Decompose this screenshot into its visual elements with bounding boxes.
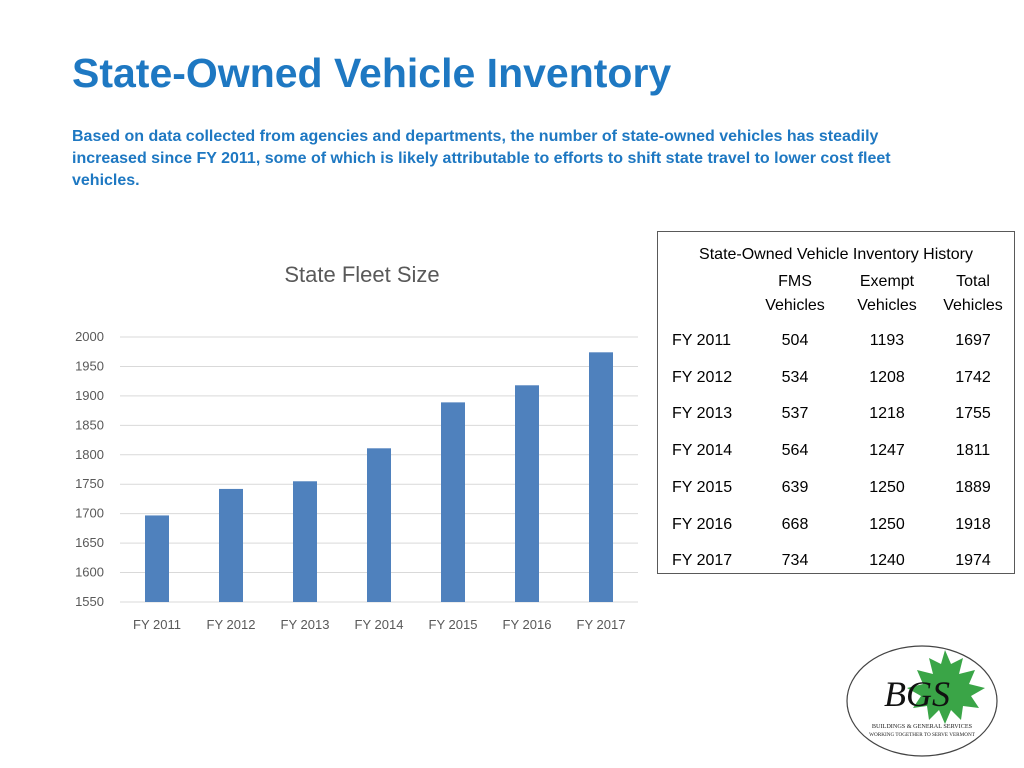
y-tick-label: 1950: [75, 358, 104, 373]
chart-title: State Fleet Size: [284, 262, 440, 287]
table-cell-exempt: 1208: [869, 368, 905, 386]
x-tick-label: FY 2017: [577, 617, 626, 632]
table-cell-exempt: 1247: [869, 442, 905, 460]
logo-line2: WORKING TOGETHER TO SERVE VERMONT: [869, 732, 976, 738]
x-tick-label: FY 2016: [503, 617, 552, 632]
x-tick-label: FY 2011: [133, 617, 181, 632]
y-tick-label: 1800: [75, 447, 104, 462]
header-fms-line2: Vehicles: [765, 297, 825, 314]
table-cell-year: FY 2016: [672, 515, 733, 533]
x-tick-label: FY 2014: [355, 617, 404, 632]
table-cell-total: 1889: [955, 478, 991, 496]
table-cell-exempt: 1193: [869, 332, 905, 349]
bar-fy-2013: [293, 481, 317, 602]
table-cell-exempt: 1240: [869, 552, 905, 570]
bar-fy-2012: [219, 488, 243, 602]
y-tick-label: 2000: [75, 329, 104, 344]
bar-fy-2011: [145, 515, 169, 602]
table-cell-fms: 668: [781, 515, 809, 533]
y-tick-label: 1900: [75, 388, 104, 403]
y-tick-label: 1750: [75, 476, 104, 491]
page-description: Based on data collected from agencies an…: [72, 128, 891, 189]
table-cell-total: 1697: [955, 332, 991, 349]
header-exempt-line1: Exempt: [859, 273, 915, 290]
table-cell-year: FY 2017: [672, 552, 733, 570]
header-total-line2: Vehicles: [943, 297, 1003, 314]
table-caption: State-Owned Vehicle Inventory History: [699, 246, 973, 263]
header-fms-line1: FMS: [778, 273, 812, 290]
state-fleet-size-chart: 2000 1950 1900 1850 1800 1750 1700 1650 1600 1550…: [75, 329, 638, 632]
table-cell-total: 1918: [955, 515, 991, 533]
table-cell-year: FY 2012: [672, 368, 733, 386]
table-cell-year: FY 2015: [672, 478, 733, 496]
table-cell-total: 1974: [955, 552, 991, 570]
bar-fy-2017: [589, 352, 613, 602]
bgs-logo: BGS BUILDINGS & GENERAL SERVICES WORKING…: [846, 645, 998, 757]
table-cell-exempt: 1250: [869, 515, 905, 533]
table-cell-year: FY 2013: [672, 405, 733, 423]
table-cell-exempt: 1218: [869, 405, 905, 423]
bar-fy-2015: [441, 402, 465, 602]
table-cell-fms: 534: [781, 368, 809, 386]
page-title: State-Owned Vehicle Inventory: [72, 50, 672, 96]
table-cell-total: 1742: [955, 368, 991, 386]
vehicle-inventory-table: State-Owned Vehicle Inventory History FM…: [657, 231, 1015, 574]
bar-fy-2016: [515, 385, 539, 602]
table-cell-fms: 564: [781, 442, 809, 460]
table-cell-fms: 734: [781, 552, 809, 570]
y-tick-label: 1600: [75, 565, 104, 580]
table-cell-total: 1811: [955, 442, 991, 460]
y-tick-label: 1700: [75, 506, 104, 521]
logo-letters: BGS: [884, 674, 950, 714]
x-tick-label: FY 2012: [207, 617, 256, 632]
header-total-line1: Total: [956, 273, 990, 290]
x-tick-label: FY 2015: [429, 617, 478, 632]
table-cell-fms: 504: [781, 332, 809, 349]
y-tick-label: 1550: [75, 594, 104, 609]
header-exempt: Exempt Vehicles: [842, 270, 932, 318]
table-cell-fms: 639: [781, 478, 809, 496]
y-tick-label: 1650: [75, 535, 104, 550]
table-cell-exempt: 1250: [869, 478, 905, 496]
header-exempt-line2: Vehicles: [857, 297, 917, 314]
table-cell-total: 1755: [955, 405, 991, 423]
header-total: Total Vehicles: [928, 270, 1018, 318]
table-cell-year: FY 2011: [672, 332, 732, 349]
table-cell-year: FY 2014: [672, 442, 733, 460]
y-tick-label: 1850: [75, 417, 104, 432]
header-fms: FMS Vehicles: [750, 270, 840, 318]
maple-leaf-icon: [907, 650, 985, 724]
x-tick-label: FY 2013: [281, 617, 330, 632]
logo-line1: BUILDINGS & GENERAL SERVICES: [872, 723, 973, 730]
table-cell-fms: 537: [781, 405, 809, 423]
bar-fy-2014: [367, 448, 391, 602]
